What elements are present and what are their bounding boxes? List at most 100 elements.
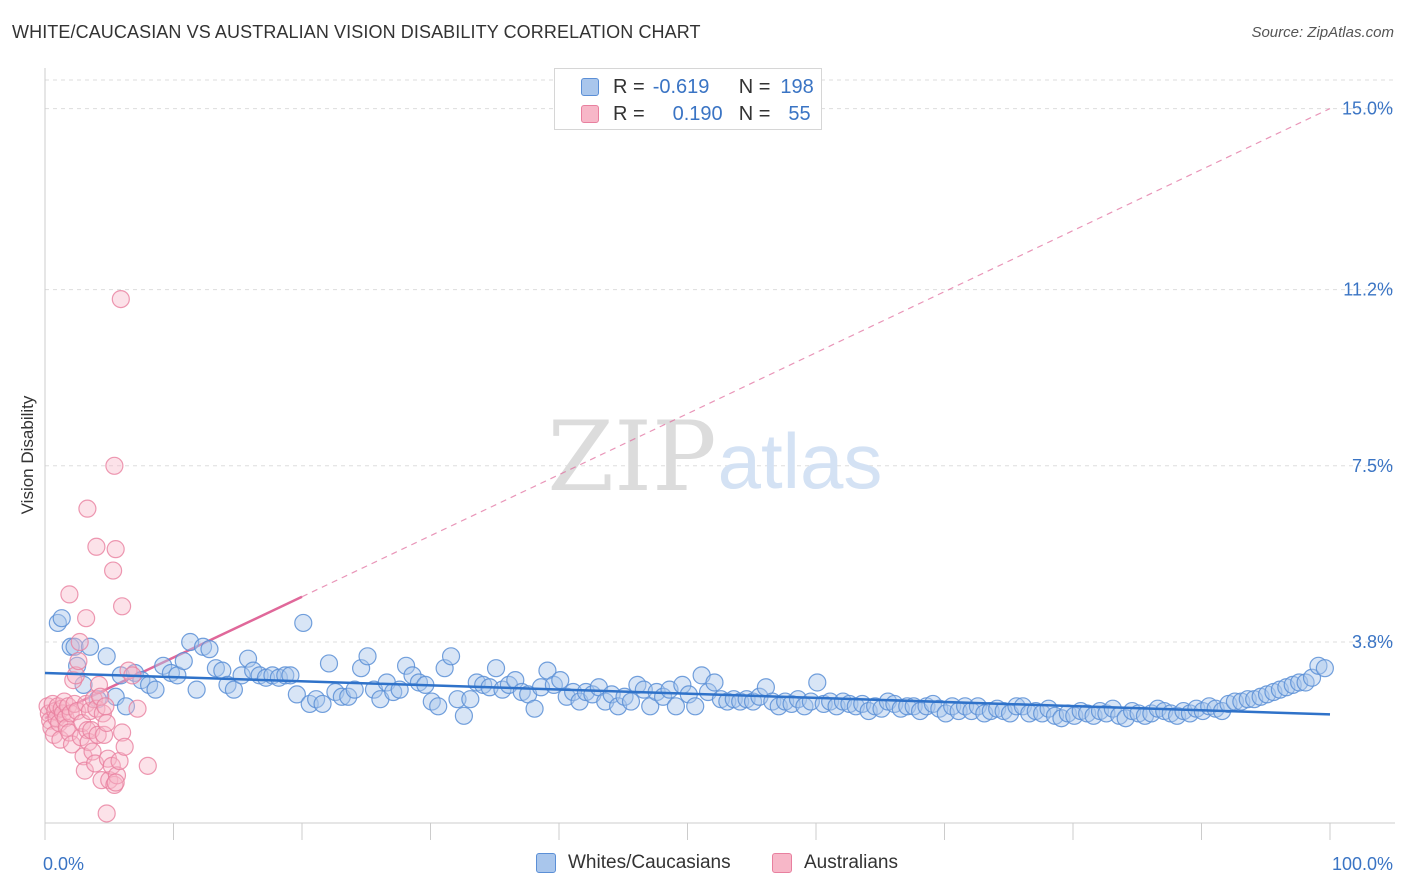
whites-point (80, 637, 100, 656)
whites-point (224, 680, 243, 699)
legend-swatch-australians (581, 105, 599, 123)
watermark-atlas: atlas (718, 417, 883, 505)
whites-point (429, 697, 448, 716)
whites-point (441, 647, 461, 666)
australians-point (112, 723, 132, 742)
australians-trend-line (44, 595, 303, 720)
whites-point (154, 656, 173, 675)
y-tick-label: 3.8% (1352, 632, 1393, 652)
australians-point (87, 537, 106, 556)
australians-trend-extension (301, 108, 1331, 598)
australians-point (138, 756, 157, 775)
australians-point (107, 766, 127, 785)
australians-point (60, 723, 79, 742)
whites-point (621, 692, 641, 711)
australians-point (106, 773, 125, 792)
watermark-zip: ZIP (547, 401, 716, 513)
australians-point (70, 632, 89, 652)
australians-point (74, 747, 93, 766)
legend-row-australians: R = 0.190 N = 55 (581, 101, 811, 127)
whites-point (61, 637, 80, 656)
x-tick-label-max: 100.0% (1332, 854, 1393, 874)
whites-point (97, 647, 116, 666)
whites-point (686, 697, 705, 716)
australians-point (104, 561, 123, 580)
legend-r-value: 0.190 (672, 102, 723, 125)
whites-point (705, 673, 724, 692)
whites-point (345, 680, 364, 699)
whites-point (200, 640, 219, 659)
australians-trend (44, 108, 1331, 720)
whites-point (448, 690, 467, 709)
whites-point (287, 685, 306, 704)
legend-n-value: 198 (780, 75, 814, 98)
australians-point (78, 499, 97, 518)
y-tick-label: 15.0% (1342, 99, 1393, 119)
whites-point (313, 694, 332, 714)
legend-n-label: N = (738, 75, 771, 98)
gridlines (45, 79, 1395, 643)
legend-swatch-whites (581, 78, 599, 96)
whites-point (486, 659, 506, 678)
source-credit: Source: ZipAtlas.com (1251, 24, 1394, 41)
whites-point (74, 675, 93, 694)
whites-trend (44, 671, 1331, 716)
whites-point (396, 656, 416, 675)
whites-point (1315, 659, 1334, 678)
legend-n-value: 55 (788, 102, 811, 125)
y-tick-label: 11.2% (1343, 280, 1393, 300)
australians-point (97, 713, 116, 733)
x-tick-label-min: 0.0% (43, 854, 84, 874)
bottom-legend-swatch-whites (536, 853, 556, 873)
legend-r-label: R = (613, 102, 645, 125)
axes (44, 68, 1395, 840)
whites-point (666, 697, 686, 716)
whites-point (358, 647, 377, 666)
legend-n-label: N = (738, 102, 771, 125)
chart-title: WHITE/CAUCASIAN VS AUSTRALIAN VISION DIS… (12, 22, 701, 42)
australians-point (60, 585, 79, 604)
australians-point (77, 609, 96, 628)
whites-point (564, 682, 583, 702)
whites-point (52, 609, 71, 628)
whites-point (187, 680, 206, 699)
legend-row-whites: R = -0.619 N = 198 (581, 74, 814, 100)
whites-point (146, 680, 165, 699)
bottom-legend-whites: Whites/Caucasians (536, 852, 731, 874)
australians-point (69, 651, 88, 671)
correlation-legend: R = -0.619 N = 198 R = 0.190 N = 55 (554, 68, 822, 130)
australians-point (75, 761, 94, 780)
legend-r-label: R = (613, 75, 645, 98)
australians-point (93, 704, 112, 723)
bottom-legend-swatch-australians (772, 853, 792, 873)
whites-point (238, 649, 258, 668)
bottom-legend-label-whites: Whites/Caucasians (568, 852, 731, 873)
bottom-legend-australians: Australians (772, 852, 898, 874)
bottom-legend-label-australians: Australians (804, 852, 898, 873)
whites-point (319, 654, 339, 673)
australians-point (106, 540, 125, 559)
australians-point (115, 737, 134, 756)
whites-point (294, 613, 313, 633)
tick-labels: 3.8% 7.5% 11.2% 15.0% 0.0% 100.0% (43, 99, 1393, 874)
whites-point (339, 687, 358, 706)
australians-point (96, 697, 115, 716)
legend-r-value: -0.619 (652, 75, 710, 98)
australians-point (111, 289, 130, 309)
whites-point (174, 651, 193, 671)
whites-point (454, 706, 474, 725)
whites-point (525, 699, 544, 718)
whites-point (551, 671, 570, 690)
australians-point (110, 751, 129, 771)
whites-point (461, 690, 480, 709)
australians-point (112, 597, 132, 616)
australians-point (97, 804, 116, 823)
whites-point (808, 673, 827, 692)
australians-points (38, 289, 157, 823)
y-tick-label: 7.5% (1352, 456, 1393, 476)
australians-point (64, 671, 83, 690)
australians-point (95, 725, 114, 744)
australians-point (128, 699, 147, 718)
australians-point (83, 742, 102, 761)
